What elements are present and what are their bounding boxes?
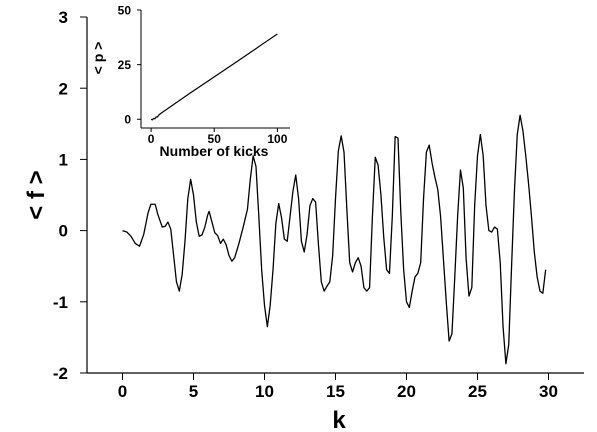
main-x-tick-label-0: 0: [118, 382, 127, 401]
inset-background: [138, 8, 293, 138]
inset-y-tick-label-0: 0: [124, 113, 131, 127]
main-x-tick-label-6: 30: [539, 382, 558, 401]
main-y-ticks: -2 -1 0 1 2 3: [53, 8, 87, 383]
main-x-tick-label-5: 25: [468, 382, 487, 401]
main-x-axis-title: k: [332, 407, 346, 432]
inset-y-ticks: 0 25 50: [118, 3, 141, 127]
main-y-tick-label-1: -1: [53, 293, 68, 312]
main-y-tick-label-4: 2: [59, 79, 68, 98]
inset-x-axis-title: Number of kicks: [160, 143, 269, 159]
main-chart: 0 5 10 15 20 25 30 -2 -1 0 1 2 3 k < f >: [23, 8, 584, 432]
inset-y-axis-title: < p >: [90, 42, 106, 75]
main-x-tick-label-1: 5: [189, 382, 198, 401]
main-x-tick-label-4: 20: [397, 382, 416, 401]
inset-y-tick-label-1: 25: [118, 58, 132, 72]
main-y-tick-label-0: -2: [53, 364, 68, 383]
inset-x-tick-label-0: 0: [148, 132, 155, 146]
inset-x-ticks: 0 50 100: [148, 128, 288, 146]
main-x-tick-label-2: 10: [255, 382, 274, 401]
main-y-tick-label-3: 1: [59, 151, 68, 170]
main-series-line: [122, 114, 547, 365]
main-x-ticks: 0 5 10 15 20 25 30: [118, 373, 558, 401]
main-y-axis-title: < f >: [23, 170, 50, 219]
inset-y-tick-label-2: 50: [118, 3, 132, 17]
inset-x-tick-label-1: 50: [208, 132, 222, 146]
inset-x-tick-label-2: 100: [267, 132, 287, 146]
main-y-tick-label-2: 0: [59, 222, 68, 241]
main-x-tick-label-3: 15: [326, 382, 345, 401]
main-y-tick-label-5: 3: [59, 8, 68, 27]
inset-chart: 0 50 100 0 25 50 Number of kicks < p >: [90, 3, 293, 159]
inset-series-line: [150, 33, 278, 121]
